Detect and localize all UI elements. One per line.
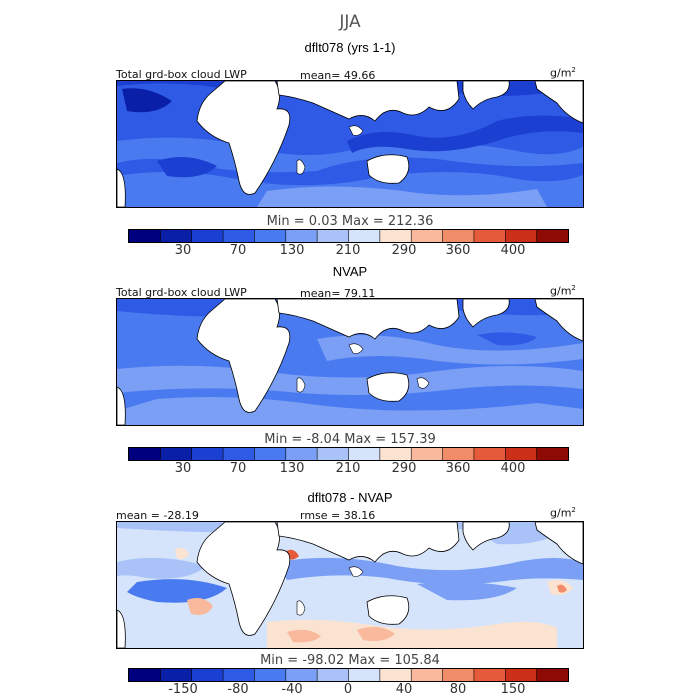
panel-1-units: g/m2 (550, 66, 576, 80)
panel-2-colorbar-swatches (129, 448, 568, 460)
panel-3-mean: mean = -28.19 (116, 509, 199, 522)
colorbar-swatch (223, 230, 255, 242)
panel-3-tick-6: 80 (449, 682, 467, 697)
panel-2-tick-7: 400 (500, 461, 526, 476)
panel-3-units: g/m2 (550, 506, 576, 520)
panel-3-tick-1: -150 (168, 682, 198, 697)
colorbar-swatch (411, 230, 444, 242)
colorbar-swatch (442, 448, 475, 460)
colorbar-swatch (191, 448, 224, 460)
panel-1-tick-3: 130 (279, 243, 305, 258)
panel-3-colorbar (128, 668, 569, 682)
colorbar-swatch (285, 448, 318, 460)
panel-3-tick-5: 40 (395, 682, 413, 697)
panel-2-tick-3: 130 (279, 461, 305, 476)
panel-3-tick-4: 0 (343, 682, 353, 697)
panel-1-tick-6: 360 (445, 243, 471, 258)
colorbar-swatch (505, 448, 538, 460)
colorbar-swatch (411, 669, 444, 681)
panel-2-tick-4: 210 (335, 461, 361, 476)
panel-3-tick-2: -80 (227, 682, 249, 697)
colorbar-swatch (254, 230, 287, 242)
colorbar-swatch (536, 669, 568, 681)
colorbar-swatch (191, 669, 224, 681)
colorbar-swatch (411, 448, 444, 460)
panel-1-map (116, 80, 584, 208)
panel-1-minmax: Min = 0.03 Max = 212.36 (266, 214, 434, 229)
colorbar-swatch (442, 669, 475, 681)
panel-1-field-label: Total grd-box cloud LWP (116, 68, 247, 81)
panel-1-tick-7: 400 (500, 243, 526, 258)
panel-2-colorbar (128, 447, 569, 461)
colorbar-swatch (129, 448, 161, 460)
colorbar-swatch (536, 230, 568, 242)
colorbar-swatch (160, 669, 193, 681)
panel-2-tick-5: 290 (391, 461, 417, 476)
colorbar-swatch (254, 669, 287, 681)
panel-2-mean: mean= 79.11 (300, 287, 376, 300)
colorbar-swatch (505, 230, 538, 242)
panel-1-mean: mean= 49.66 (300, 69, 376, 82)
colorbar-swatch (317, 669, 349, 681)
panel-2-title: NVAP (332, 264, 368, 279)
panel-1-tick-1: 30 (174, 243, 192, 258)
colorbar-swatch (191, 230, 224, 242)
colorbar-swatch (379, 669, 412, 681)
colorbar-swatch (254, 448, 287, 460)
colorbar-swatch (285, 230, 318, 242)
colorbar-swatch (160, 448, 193, 460)
colorbar-swatch (223, 448, 255, 460)
colorbar-swatch (348, 669, 381, 681)
colorbar-swatch (536, 448, 568, 460)
panel-2-units: g/m2 (550, 284, 576, 298)
colorbar-swatch (129, 230, 161, 242)
panel-2-minmax: Min = -8.04 Max = 157.39 (264, 432, 436, 447)
season-title: JJA (339, 12, 361, 32)
panel-2-field-label: Total grd-box cloud LWP (116, 286, 247, 299)
panel-1-tick-2: 70 (229, 243, 247, 258)
colorbar-swatch (442, 230, 475, 242)
panel-3-colorbar-swatches (129, 669, 568, 681)
colorbar-swatch (473, 448, 506, 460)
colorbar-swatch (317, 448, 349, 460)
colorbar-swatch (348, 448, 381, 460)
colorbar-swatch (473, 669, 506, 681)
panel-1-colorbar (128, 229, 569, 243)
colorbar-swatch (223, 669, 255, 681)
panel-3-title: dflt078 - NVAP (307, 490, 393, 505)
panel-2-map (116, 298, 584, 426)
colorbar-swatch (473, 230, 506, 242)
colorbar-swatch (348, 230, 381, 242)
panel-2-tick-6: 360 (445, 461, 471, 476)
panel-3-tick-3: -40 (281, 682, 303, 697)
colorbar-swatch (379, 230, 412, 242)
panel-3-minmax: Min = -98.02 Max = 105.84 (260, 653, 440, 668)
panel-1-title: dflt078 (yrs 1-1) (304, 40, 396, 55)
colorbar-swatch (379, 448, 412, 460)
panel-2-tick-1: 30 (174, 461, 192, 476)
panel-3-rmse: rmse = 38.16 (300, 509, 376, 522)
colorbar-swatch (505, 669, 538, 681)
colorbar-swatch (317, 230, 349, 242)
panel-1-tick-4: 210 (335, 243, 361, 258)
colorbar-swatch (160, 230, 193, 242)
panel-1-tick-5: 290 (391, 243, 417, 258)
panel-3-tick-7: 150 (500, 682, 526, 697)
panel-2-tick-2: 70 (229, 461, 247, 476)
colorbar-swatch (129, 669, 161, 681)
colorbar-swatch (285, 669, 318, 681)
panel-3-map (116, 521, 584, 649)
panel-1-colorbar-swatches (129, 230, 568, 242)
